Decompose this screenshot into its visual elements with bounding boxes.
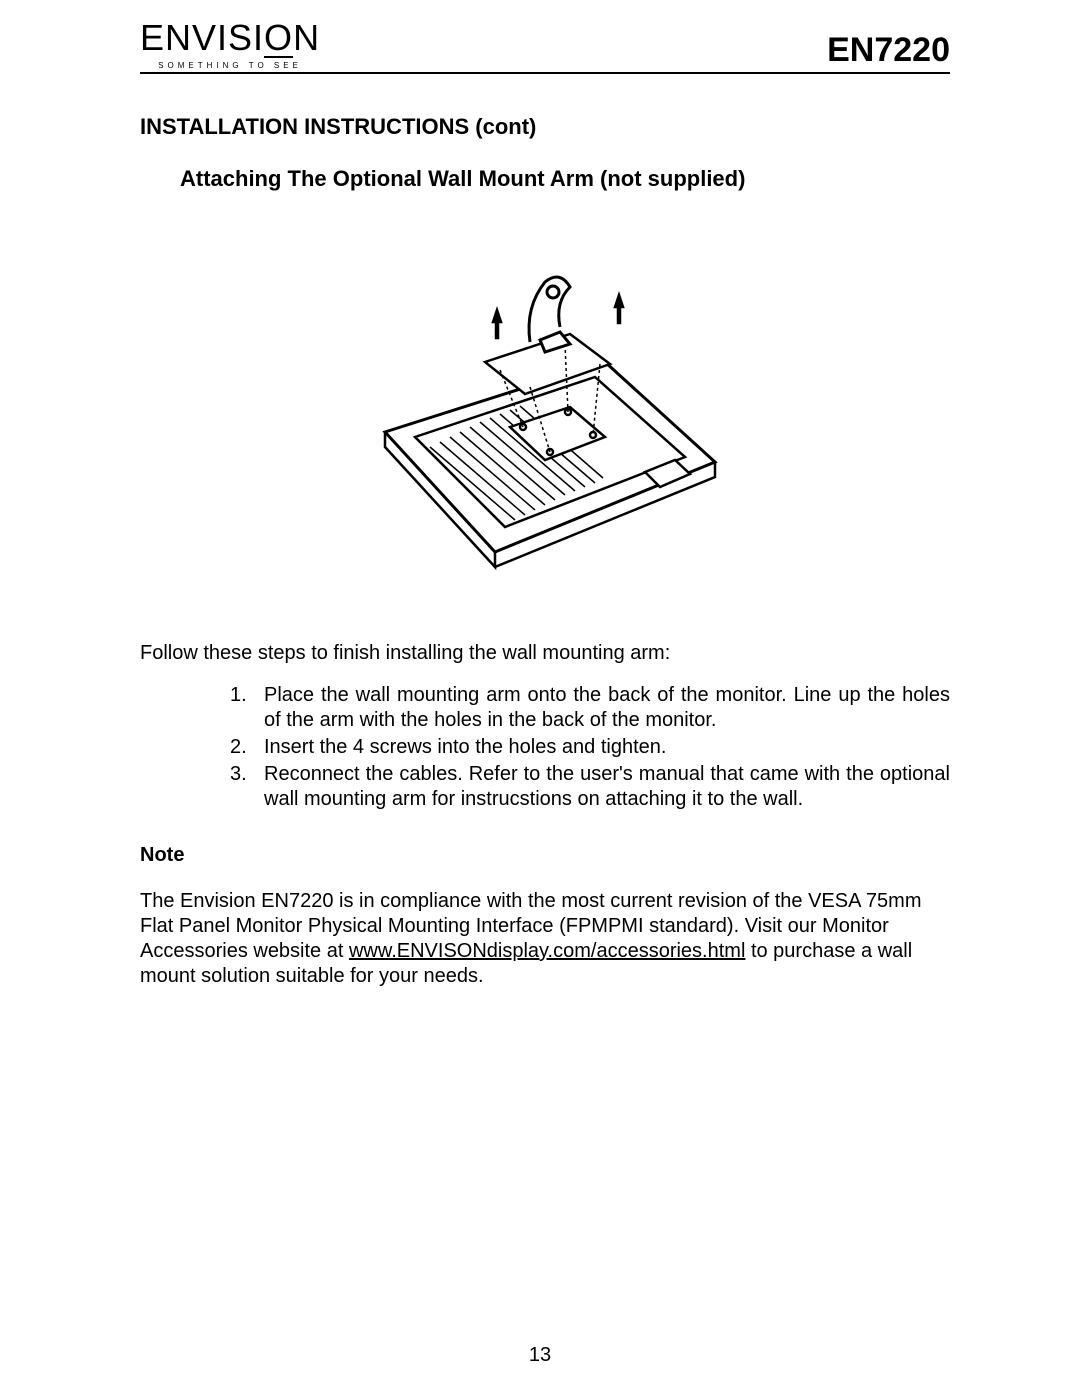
accessories-url: www.ENVISONdisplay.com/accessories.html: [349, 940, 745, 962]
list-item: 1.Place the wall mounting arm onto the b…: [230, 683, 950, 733]
monitor-mount-illustration: [345, 252, 745, 592]
model-number: EN7220: [827, 31, 950, 70]
page-header: ENVISION SOMETHING TO SEE EN7220: [140, 20, 950, 74]
list-item: 2.Insert the 4 screws into the holes and…: [230, 735, 950, 760]
intro-text: Follow these steps to finish installing …: [140, 642, 950, 665]
step-text: Reconnect the cables. Refer to the user'…: [264, 762, 950, 812]
note-body: The Envision EN7220 is in compliance wit…: [140, 889, 950, 989]
section-title: INSTALLATION INSTRUCTIONS (cont): [140, 114, 950, 140]
subsection-title: Attaching The Optional Wall Mount Arm (n…: [180, 166, 950, 192]
step-text: Insert the 4 screws into the holes and t…: [264, 735, 666, 760]
note-heading: Note: [140, 844, 950, 867]
installation-figure: [140, 252, 950, 592]
logo-tagline: SOMETHING TO SEE: [158, 61, 302, 70]
page-number: 13: [0, 1344, 1080, 1367]
logo-text: ENVISION: [140, 20, 320, 58]
step-list: 1.Place the wall mounting arm onto the b…: [140, 683, 950, 812]
list-item: 3.Reconnect the cables. Refer to the use…: [230, 762, 950, 812]
document-page: ENVISION SOMETHING TO SEE EN7220 INSTALL…: [0, 0, 1080, 1397]
step-text: Place the wall mounting arm onto the bac…: [264, 683, 950, 733]
brand-logo: ENVISION SOMETHING TO SEE: [140, 20, 320, 70]
